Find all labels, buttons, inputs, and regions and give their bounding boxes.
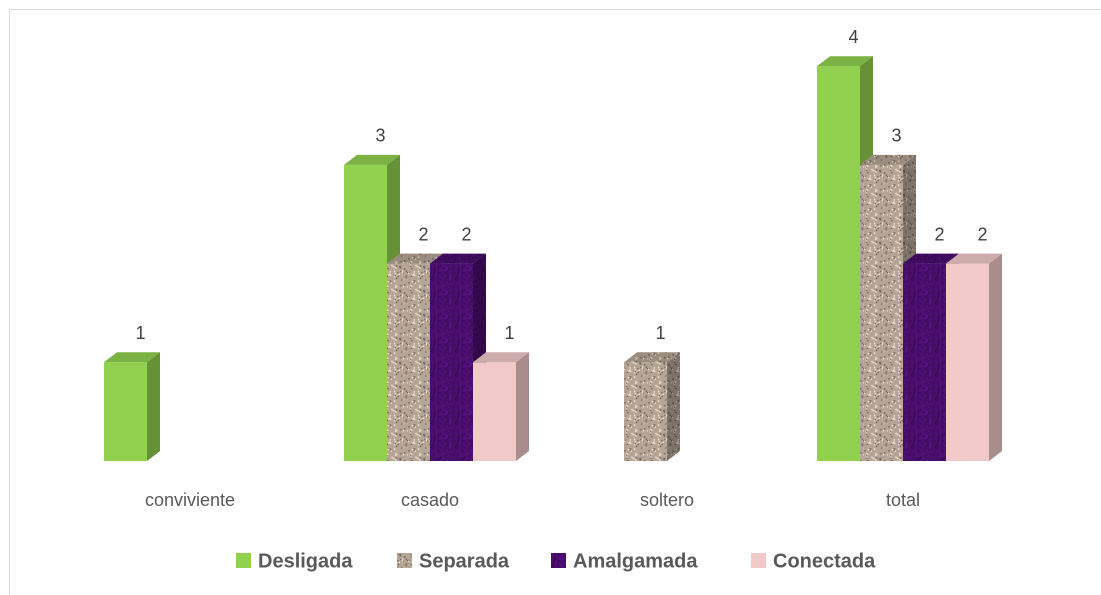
- bar-side: [516, 352, 529, 461]
- bar-top-shade: [860, 154, 916, 165]
- bar-side: [989, 253, 1002, 461]
- data-label: 1: [655, 323, 665, 343]
- bar-top: [817, 56, 873, 67]
- x-tick-label: casado: [401, 490, 459, 510]
- bar-top-shade: [946, 253, 1002, 264]
- legend-swatch: [236, 553, 251, 568]
- bar-top: [624, 352, 680, 363]
- bar-top-shade: [473, 352, 529, 363]
- bar-front: [387, 263, 430, 461]
- bar-top-shade: [104, 352, 160, 363]
- data-label: 3: [375, 126, 385, 146]
- bar-top: [860, 154, 916, 165]
- legend-swatch: [397, 553, 412, 568]
- bar-side-shade: [667, 352, 680, 461]
- bar-side-shade: [989, 253, 1002, 461]
- bar-side: [147, 352, 160, 461]
- bar-front: [104, 362, 147, 461]
- bar-top: [344, 154, 400, 165]
- data-label: 2: [418, 224, 428, 244]
- data-label: 1: [504, 323, 514, 343]
- bar-front: [946, 263, 989, 461]
- chart-border: [9, 9, 1101, 595]
- bar-top: [946, 253, 1002, 264]
- x-tick-label: conviviente: [145, 490, 235, 510]
- bar-side-shade: [147, 352, 160, 461]
- bar-top-shade: [624, 352, 680, 363]
- bar: [473, 352, 529, 461]
- legend-swatch: [751, 553, 766, 568]
- bar: [104, 352, 160, 461]
- bar-front: [860, 164, 903, 461]
- bar-top-shade: [430, 253, 486, 264]
- bar-front: [344, 164, 387, 461]
- bar-front: [817, 66, 860, 461]
- x-tick-label: soltero: [640, 490, 694, 510]
- bar-top: [903, 253, 959, 264]
- bar-top-shade: [387, 253, 443, 264]
- bar-side: [667, 352, 680, 461]
- legend-label: Desligada: [258, 550, 353, 572]
- x-tick-label: total: [886, 490, 920, 510]
- bar-top-shade: [903, 253, 959, 264]
- bar: [624, 352, 680, 461]
- data-label: 1: [135, 323, 145, 343]
- bar-front: [473, 362, 516, 461]
- bar-top: [430, 253, 486, 264]
- data-label: 2: [934, 224, 944, 244]
- data-label: 2: [977, 224, 987, 244]
- bar-side-shade: [516, 352, 529, 461]
- bar-top-shade: [344, 154, 400, 165]
- data-label: 4: [848, 27, 858, 47]
- bar-top: [104, 352, 160, 363]
- legend-swatch: [551, 553, 566, 568]
- legend-label: Conectada: [773, 550, 876, 572]
- bar-top: [387, 253, 443, 264]
- bar: [946, 253, 1002, 461]
- data-label: 3: [891, 126, 901, 146]
- bar-top-shade: [817, 56, 873, 67]
- bar-front: [430, 263, 473, 461]
- bar-top: [473, 352, 529, 363]
- legend-label: Amalgamada: [573, 550, 698, 572]
- data-label: 2: [461, 224, 471, 244]
- bar-front: [903, 263, 946, 461]
- legend-label: Separada: [419, 550, 510, 572]
- bar-front: [624, 362, 667, 461]
